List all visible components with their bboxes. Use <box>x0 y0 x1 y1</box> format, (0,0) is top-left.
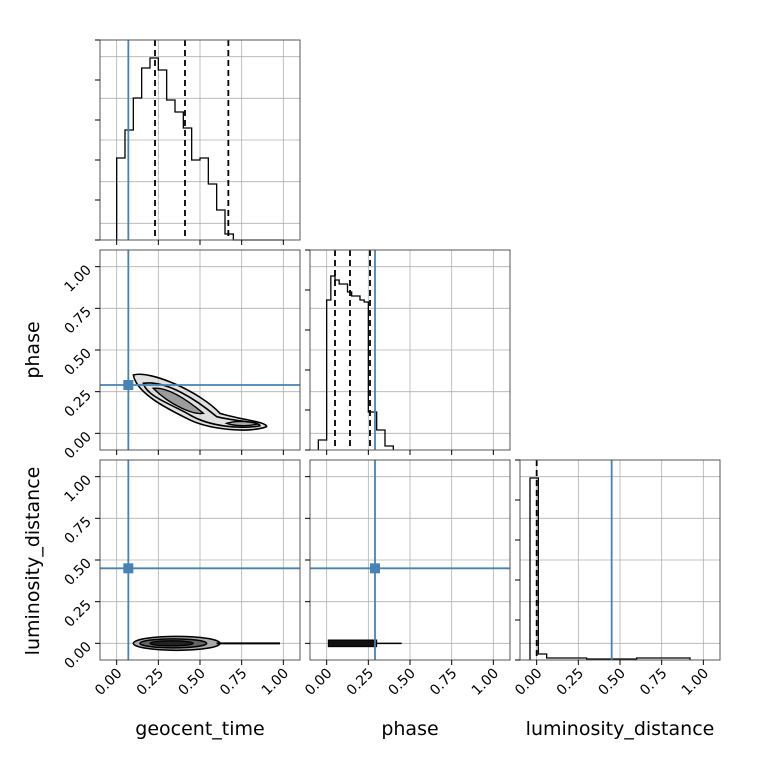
corner-plot: 0.00 0.25 0.50 0.75 1.000.000.250.500.751.00… <box>22 39 721 740</box>
